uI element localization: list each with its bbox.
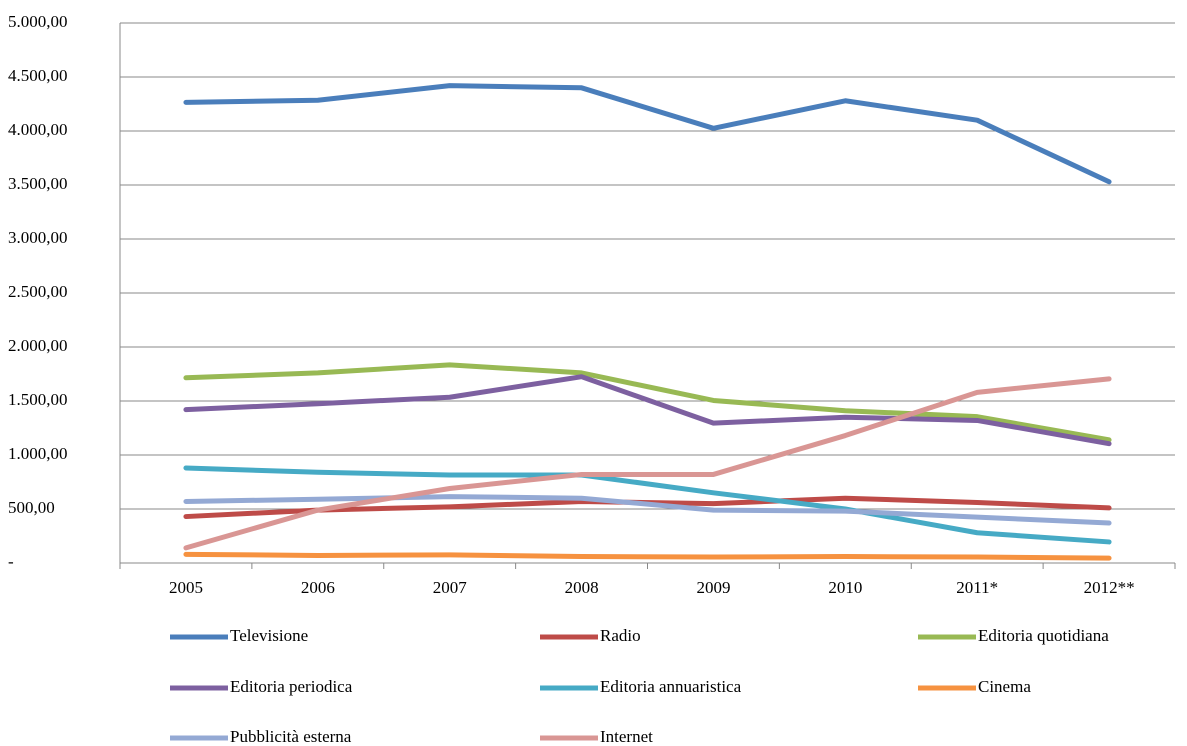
y-tick-label: 1.500,00	[8, 390, 68, 409]
legend-label: Internet	[600, 727, 653, 746]
series-line	[183, 374, 1112, 447]
x-tick-label: 2011*	[956, 578, 998, 597]
legend-label: Televisione	[230, 626, 308, 645]
y-tick-label: 1.000,00	[8, 444, 68, 463]
series-line	[183, 551, 1112, 561]
y-tick-label: 5.000,00	[8, 12, 68, 31]
series-line	[183, 465, 1112, 545]
y-tick-label: 2.500,00	[8, 282, 68, 301]
legend-label: Pubblicità esterna	[230, 727, 352, 746]
y-tick-label: 4.500,00	[8, 66, 68, 85]
legend-label: Editoria periodica	[230, 677, 353, 696]
x-tick-label: 2010	[828, 578, 862, 597]
x-tick-label: 2005	[169, 578, 203, 597]
y-tick-label: 4.000,00	[8, 120, 68, 139]
series-line	[183, 376, 1112, 551]
series-line	[183, 83, 1112, 185]
legend-label: Radio	[600, 626, 641, 645]
series-line	[183, 362, 1112, 443]
x-tick-label: 2009	[696, 578, 730, 597]
x-tick-label: 2012**	[1084, 578, 1135, 597]
legend-label: Editoria quotidiana	[978, 626, 1109, 645]
x-tick-label: 2006	[301, 578, 335, 597]
y-tick-label: 3.500,00	[8, 174, 68, 193]
legend-label: Cinema	[978, 677, 1031, 696]
x-tick-label: 2007	[433, 578, 468, 597]
y-tick-label: 2.000,00	[8, 336, 68, 355]
series-line	[183, 494, 1112, 526]
y-tick-label: 3.000,00	[8, 228, 68, 247]
legend-label: Editoria annuaristica	[600, 677, 742, 696]
y-tick-label: -	[8, 552, 14, 571]
x-tick-label: 2008	[565, 578, 599, 597]
y-tick-label: 500,00	[8, 498, 55, 517]
